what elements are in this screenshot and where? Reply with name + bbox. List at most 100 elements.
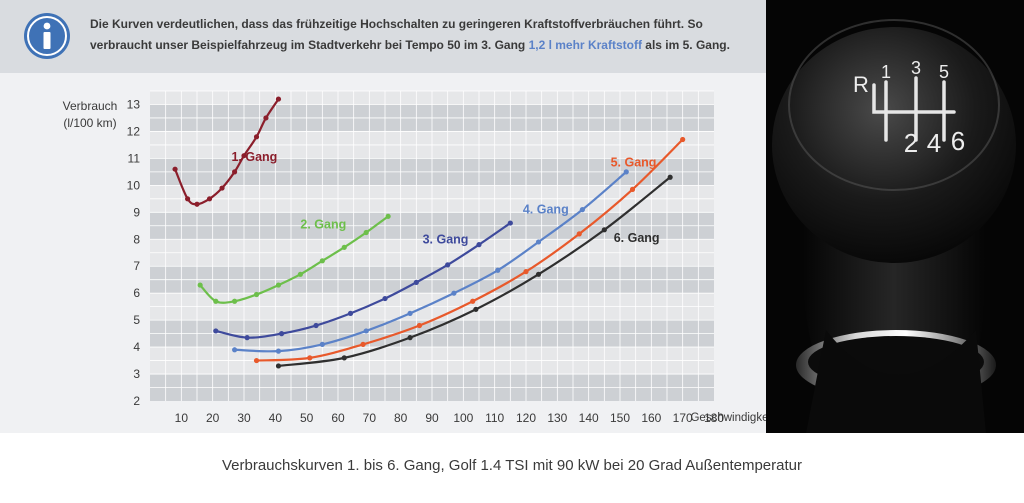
info-text: Die Kurven verdeutlichen, dass das frühz… (90, 14, 750, 56)
data-point (579, 207, 586, 213)
series-label: 3. Gang (423, 232, 469, 246)
series-line (215, 222, 511, 339)
series-line (199, 215, 389, 304)
data-point (275, 96, 282, 102)
y-tick-labels: 2 3 4 5 6 7 8 9 10 11 12 13 (127, 97, 141, 408)
series-label: 5. Gang (611, 155, 657, 169)
gear-label-1: 1 (881, 62, 891, 82)
chart-gridlines (150, 90, 714, 401)
gear-knob-photo: R 1 3 5 2 4 6 (766, 0, 1024, 433)
data-point (275, 363, 282, 369)
series-3: 3. Gang (213, 220, 513, 341)
data-point (307, 355, 313, 361)
data-point (473, 306, 479, 312)
series-5: 5. Gang (253, 136, 686, 364)
y-tick-label: 3 (133, 367, 140, 381)
data-point (629, 186, 636, 192)
data-point (213, 328, 219, 334)
data-point (667, 174, 673, 180)
data-point (623, 169, 629, 175)
data-point (253, 357, 260, 364)
data-point (213, 298, 219, 304)
data-point (363, 229, 369, 236)
series-line (174, 98, 280, 206)
series-label: 2. Gang (300, 217, 346, 231)
x-tick-label: 110 (485, 411, 504, 425)
data-point (347, 310, 354, 316)
y-tick-label: 5 (133, 313, 140, 327)
y-tick-label: 7 (133, 259, 140, 273)
info-icon (24, 13, 70, 59)
y-tick-label: 9 (133, 205, 140, 219)
gear-label-r: R (853, 72, 869, 97)
y-axis-label-line1: Verbrauch (63, 99, 118, 113)
x-tick-label: 120 (516, 411, 536, 425)
data-point (680, 136, 686, 143)
info-text-main: Die Kurven verdeutlichen, dass das frühz… (90, 17, 703, 52)
data-point (407, 335, 413, 341)
data-point (244, 335, 250, 341)
data-point (232, 347, 238, 353)
series-line (234, 171, 627, 353)
data-point (341, 244, 347, 250)
data-point (523, 269, 529, 275)
data-point (194, 201, 200, 207)
data-point (319, 341, 325, 347)
data-point (297, 271, 303, 277)
data-point (470, 298, 476, 304)
chart-series: 1. Gang 2. Gang 3. Gang 4. Gang 5. Gang 6. Ga… (172, 96, 686, 369)
gear-knob-image: R 1 3 5 2 4 6 (766, 0, 1024, 433)
data-point (206, 196, 213, 202)
data-point (197, 282, 203, 288)
x-tick-label: 180 (704, 411, 724, 425)
data-point (576, 231, 582, 237)
series-label: 4. Gang (523, 203, 569, 217)
gear-label-4: 4 (927, 128, 941, 158)
data-point (476, 242, 482, 248)
x-tick-label: 60 (331, 411, 345, 425)
chart-panel: Die Kurven verdeutlichen, dass das frühz… (0, 0, 766, 433)
x-tick-label: 70 (363, 411, 377, 425)
x-tick-label: 170 (673, 411, 693, 425)
chart-caption: Verbrauchskurven 1. bis 6. Gang, Golf 1.… (221, 457, 802, 474)
x-tick-label: 10 (175, 411, 189, 425)
data-point (451, 290, 457, 296)
y-tick-label: 6 (133, 286, 140, 300)
y-tick-label: 12 (127, 124, 141, 138)
data-point (253, 134, 260, 140)
data-point (185, 196, 191, 202)
x-tick-label: 20 (206, 411, 220, 425)
data-point (319, 258, 325, 264)
info-bar: Die Kurven verdeutlichen, dass das frühz… (0, 0, 766, 73)
x-tick-label: 150 (610, 411, 630, 425)
series-line (256, 138, 684, 362)
data-point (601, 227, 607, 233)
y-tick-label: 8 (133, 232, 140, 246)
x-tick-label: 90 (425, 411, 439, 425)
data-point (385, 213, 391, 219)
data-point (313, 322, 319, 329)
data-point (232, 169, 238, 175)
series-label: 6. Gang (614, 231, 660, 245)
series-1: 1. Gang (172, 96, 282, 207)
series-4: 4. Gang (232, 169, 629, 354)
y-axis-label-line2: (l/100 km) (63, 116, 116, 130)
y-tick-label: 10 (127, 178, 141, 192)
info-text-highlight: 1,2 l mehr Kraftstoff (528, 38, 642, 52)
data-point (253, 291, 260, 298)
gear-label-2: 2 (904, 128, 918, 158)
data-point (382, 295, 388, 302)
data-point (363, 328, 369, 334)
x-tick-label: 40 (269, 411, 283, 425)
data-point (263, 115, 269, 121)
x-tick-label: 30 (237, 411, 251, 425)
x-tick-label: 140 (579, 411, 599, 425)
data-point (341, 355, 347, 361)
gear-label-5: 5 (939, 62, 949, 82)
info-text-end: als im 5. Gang. (641, 38, 730, 52)
x-tick-label: 80 (394, 411, 408, 425)
x-axis-label: Geschwindigkeit (km/h) (690, 412, 766, 424)
gear-label-3: 3 (911, 58, 921, 78)
y-tick-label: 13 (127, 97, 141, 111)
data-point (413, 279, 419, 285)
